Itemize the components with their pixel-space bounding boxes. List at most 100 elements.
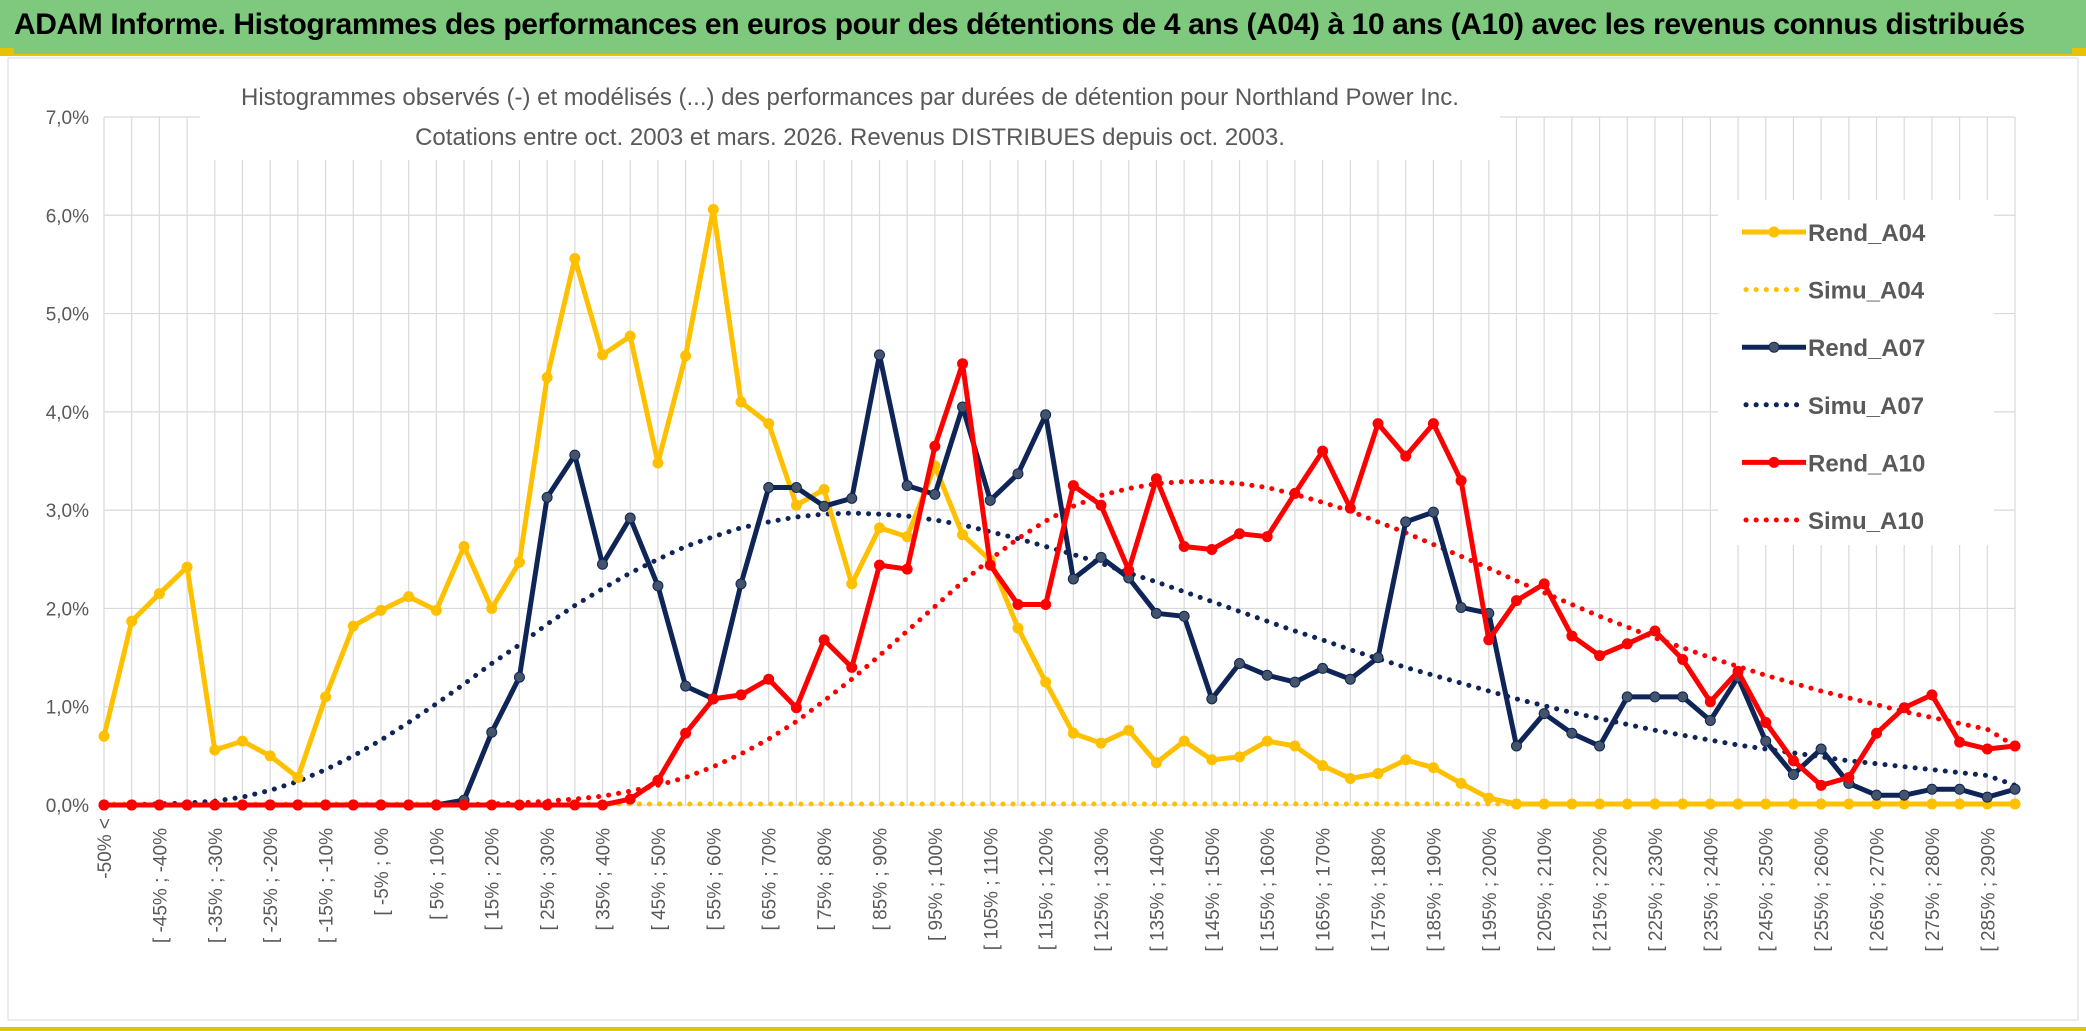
data-point bbox=[569, 253, 581, 265]
data-point bbox=[430, 799, 442, 811]
data-point bbox=[1372, 418, 1384, 430]
x-tick-label: [ 5% ; 10% bbox=[427, 828, 448, 920]
x-tick-label: [ 55% ; 60% bbox=[704, 828, 725, 931]
data-point bbox=[486, 799, 498, 811]
data-point bbox=[1981, 791, 1993, 803]
data-point bbox=[984, 494, 996, 506]
data-point bbox=[1732, 798, 1744, 810]
data-point bbox=[569, 799, 581, 811]
legend-entry-rend-a07: Rend_A07 bbox=[1742, 335, 1925, 362]
data-point bbox=[873, 522, 885, 534]
x-tick-label: [ 225% ; 230% bbox=[1646, 828, 1667, 952]
data-point bbox=[153, 799, 165, 811]
data-point bbox=[513, 799, 525, 811]
data-point bbox=[458, 799, 470, 811]
legend-entry-rend-a04: Rend_A04 bbox=[1742, 220, 1926, 247]
data-point bbox=[513, 556, 525, 568]
x-tick-label: [ 85% ; 90% bbox=[870, 828, 891, 931]
data-point bbox=[652, 457, 664, 469]
data-point bbox=[403, 591, 415, 603]
series-line bbox=[104, 361, 2016, 808]
data-point bbox=[1926, 689, 1938, 701]
x-tick-label: [ 135% ; 140% bbox=[1147, 828, 1168, 952]
data-point bbox=[1206, 543, 1218, 555]
data-point bbox=[1289, 740, 1301, 752]
data-point bbox=[1178, 735, 1190, 747]
series-layer bbox=[98, 203, 2021, 811]
data-point bbox=[1538, 708, 1550, 720]
accent-corner-right bbox=[2072, 48, 2086, 54]
data-point bbox=[1344, 673, 1356, 685]
data-point bbox=[680, 727, 692, 739]
x-tick-label: [ 275% ; 280% bbox=[1923, 828, 1944, 952]
data-point bbox=[181, 561, 193, 573]
data-point bbox=[1261, 735, 1273, 747]
data-point bbox=[1704, 798, 1716, 810]
data-point bbox=[846, 661, 858, 673]
data-point bbox=[1538, 578, 1550, 590]
data-point bbox=[1040, 598, 1052, 610]
data-point bbox=[347, 620, 359, 632]
data-point bbox=[707, 693, 719, 705]
data-point bbox=[1400, 754, 1412, 766]
data-point bbox=[209, 799, 221, 811]
x-tick-label: [ 175% ; 180% bbox=[1369, 828, 1390, 952]
data-point bbox=[1095, 737, 1107, 749]
header-banner: ADAM Informe. Histogrammes des performan… bbox=[0, 0, 2086, 56]
data-point bbox=[292, 771, 304, 783]
data-point bbox=[763, 673, 775, 685]
data-point bbox=[541, 799, 553, 811]
data-point bbox=[1621, 691, 1633, 703]
data-point bbox=[430, 604, 442, 616]
data-point bbox=[707, 203, 719, 215]
data-point bbox=[1760, 798, 1772, 810]
chart-subtitle: Cotations entre oct. 2003 et mars. 2026.… bbox=[415, 124, 1285, 151]
data-point bbox=[2009, 798, 2021, 810]
x-tick-label: [ 45% ; 50% bbox=[649, 828, 670, 931]
y-tick-label: 3,0% bbox=[46, 501, 89, 522]
x-axis: -50% < [ -45% ; -40% [ -35% ; -30% [ -25% ;… bbox=[95, 818, 1999, 952]
data-point bbox=[209, 744, 221, 756]
data-point bbox=[1787, 798, 1799, 810]
data-point bbox=[1594, 650, 1606, 662]
data-point bbox=[901, 531, 913, 543]
y-tick-label: 6,0% bbox=[46, 206, 89, 227]
data-point bbox=[1621, 638, 1633, 650]
data-point bbox=[1538, 798, 1550, 810]
data-point bbox=[1815, 743, 1827, 755]
data-point bbox=[790, 499, 802, 511]
x-tick-label: [ -25% ; -20% bbox=[261, 828, 282, 943]
data-point bbox=[846, 492, 858, 504]
data-point bbox=[652, 580, 664, 592]
x-tick-label: [ 125% ; 130% bbox=[1092, 828, 1113, 952]
series-line bbox=[101, 479, 2018, 808]
x-tick-label: [ 195% ; 200% bbox=[1480, 828, 1501, 952]
data-point bbox=[541, 371, 553, 383]
data-point bbox=[292, 799, 304, 811]
data-point bbox=[1843, 771, 1855, 783]
title-background bbox=[200, 78, 1500, 160]
data-point bbox=[1012, 468, 1024, 480]
data-point bbox=[597, 349, 609, 361]
data-point bbox=[98, 730, 110, 742]
data-point bbox=[1760, 716, 1772, 728]
data-point bbox=[1234, 528, 1246, 540]
data-point bbox=[375, 604, 387, 616]
chart-title-group: Histogrammes observés (-) et modélisés (… bbox=[200, 78, 1500, 160]
x-tick-label: -50% < bbox=[95, 818, 116, 879]
data-point bbox=[818, 634, 830, 646]
data-point bbox=[1206, 754, 1218, 766]
data-point bbox=[1926, 783, 1938, 795]
x-tick-label: [ 165% ; 170% bbox=[1314, 828, 1335, 952]
data-point bbox=[1040, 409, 1052, 421]
data-point bbox=[264, 799, 276, 811]
data-point bbox=[929, 440, 941, 452]
data-point bbox=[1317, 445, 1329, 457]
data-point bbox=[1427, 506, 1439, 518]
data-point bbox=[458, 541, 470, 553]
legend-marker bbox=[1768, 456, 1780, 468]
y-tick-label: 2,0% bbox=[46, 599, 89, 620]
data-point bbox=[1317, 760, 1329, 772]
data-point bbox=[1815, 779, 1827, 791]
data-point bbox=[1067, 727, 1079, 739]
